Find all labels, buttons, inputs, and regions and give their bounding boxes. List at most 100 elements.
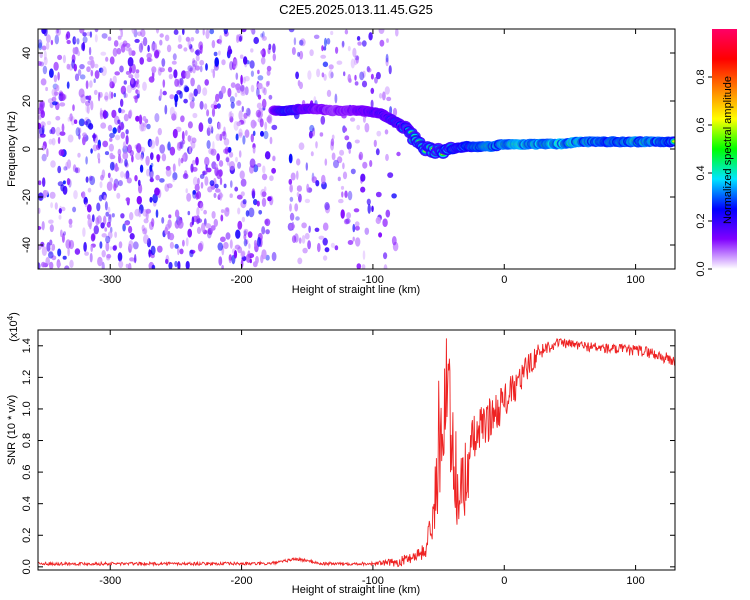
x-tick-label: -100 — [362, 274, 384, 286]
noise-speck — [321, 45, 324, 52]
noise-speck — [49, 68, 54, 78]
noise-speck — [168, 232, 175, 241]
noise-speck — [102, 109, 107, 120]
noise-speck — [111, 213, 115, 218]
noise-speck — [166, 44, 172, 53]
noise-speck — [149, 221, 154, 230]
noise-speck — [205, 63, 208, 71]
noise-speck — [128, 47, 132, 56]
noise-speck — [102, 140, 109, 148]
noise-speck — [49, 261, 54, 269]
noise-speck — [199, 44, 203, 54]
noise-speck — [187, 38, 191, 49]
noise-speck — [235, 34, 240, 43]
noise-speck — [299, 38, 306, 47]
noise-speck — [72, 36, 77, 45]
noise-speck — [55, 29, 61, 36]
noise-speck — [197, 177, 200, 186]
noise-speck — [259, 118, 264, 128]
noise-speck — [379, 39, 385, 47]
noise-speck — [232, 59, 238, 69]
noise-speck — [58, 149, 65, 157]
noise-speck — [343, 218, 350, 225]
noise-speck — [271, 124, 278, 131]
noise-speck — [362, 70, 366, 79]
noise-speck — [111, 109, 117, 119]
noise-speck — [165, 258, 169, 265]
noise-speck — [338, 198, 344, 204]
noise-speck — [62, 180, 66, 185]
spectrogram-noise-field — [38, 29, 401, 269]
noise-speck — [99, 241, 103, 249]
noise-speck — [120, 213, 125, 219]
noise-speck — [97, 256, 103, 267]
noise-speck — [241, 29, 247, 33]
noise-speck — [289, 184, 294, 193]
noise-speck — [304, 198, 311, 204]
noise-speck — [120, 171, 125, 178]
noise-speck — [241, 105, 244, 113]
noise-speck — [321, 174, 326, 185]
noise-speck — [60, 229, 63, 238]
snr-panel: -300 -200 -100 0 100 0.0 0.2 0.4 0.6 0.8 1.0 1.2 1.… — [6, 312, 676, 596]
noise-speck — [240, 191, 245, 197]
noise-speck — [182, 173, 189, 180]
noise-speck — [249, 60, 255, 69]
noise-speck — [178, 157, 181, 167]
noise-speck — [187, 135, 192, 142]
noise-speck — [135, 69, 140, 74]
noise-speck — [385, 153, 389, 162]
noise-speck — [61, 123, 65, 133]
noise-speck — [330, 71, 334, 79]
noise-speck — [199, 202, 204, 212]
noise-speck — [361, 264, 366, 269]
noise-speck — [169, 106, 175, 117]
noise-speck — [375, 191, 382, 198]
noise-speck — [134, 175, 138, 182]
noise-speck — [357, 41, 362, 46]
noise-speck — [194, 50, 200, 55]
noise-speck — [320, 115, 326, 125]
noise-speck — [223, 183, 227, 189]
noise-speck — [66, 159, 72, 169]
noise-speck — [113, 183, 117, 192]
noise-speck — [229, 60, 234, 71]
noise-speck — [100, 174, 104, 181]
noise-speck — [167, 219, 172, 229]
noise-speck — [257, 111, 263, 119]
noise-speck — [215, 93, 220, 103]
noise-speck — [373, 139, 377, 148]
noise-speck — [324, 37, 327, 48]
noise-speck — [129, 233, 135, 240]
noise-speck — [40, 110, 45, 119]
noise-speck — [204, 103, 208, 110]
noise-speck — [99, 107, 103, 116]
noise-speck — [344, 135, 350, 141]
noise-speck — [289, 196, 294, 202]
noise-speck — [172, 128, 178, 139]
noise-speck — [105, 235, 111, 244]
noise-speck — [108, 213, 112, 220]
y-tick-label: 1.2 — [21, 370, 33, 385]
noise-speck — [157, 127, 162, 136]
noise-speck — [213, 104, 218, 109]
noise-speck — [206, 140, 211, 149]
noise-speck — [314, 227, 320, 232]
noise-speck — [355, 237, 361, 247]
noise-speck — [89, 80, 93, 88]
noise-speck — [265, 254, 270, 261]
noise-speck — [124, 158, 128, 167]
noise-speck — [46, 120, 52, 126]
noise-speck — [235, 133, 239, 141]
noise-speck — [116, 192, 121, 199]
noise-speck — [73, 119, 78, 124]
noise-speck — [42, 177, 46, 188]
noise-speck — [150, 162, 154, 168]
noise-speck — [261, 191, 267, 198]
noise-speck — [217, 242, 224, 251]
noise-speck — [195, 65, 200, 71]
noise-speck — [127, 57, 134, 67]
noise-speck — [174, 78, 180, 87]
noise-speck — [196, 218, 203, 224]
